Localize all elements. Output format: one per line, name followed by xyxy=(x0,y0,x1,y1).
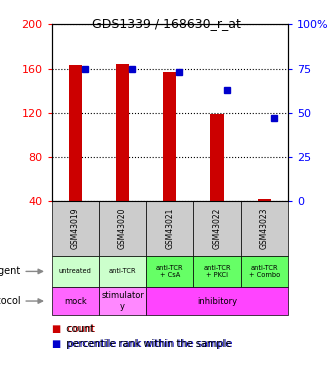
Bar xyxy=(241,201,288,256)
Bar xyxy=(241,256,288,287)
Bar xyxy=(99,201,146,256)
Bar xyxy=(99,256,146,287)
Text: GSM43023: GSM43023 xyxy=(260,208,269,249)
Text: anti-TCR
+ CsA: anti-TCR + CsA xyxy=(156,265,183,278)
Text: anti-TCR
+ Combo: anti-TCR + Combo xyxy=(249,265,280,278)
Text: mock: mock xyxy=(64,297,87,306)
Text: stimulator
y: stimulator y xyxy=(101,291,144,311)
Text: anti-TCR
+ PKCi: anti-TCR + PKCi xyxy=(203,265,231,278)
Text: GSM43021: GSM43021 xyxy=(165,208,174,249)
Text: GSM43020: GSM43020 xyxy=(118,208,127,249)
Bar xyxy=(146,201,193,256)
Bar xyxy=(69,65,82,201)
Bar xyxy=(146,256,193,287)
Text: protocol: protocol xyxy=(0,296,21,306)
Text: ■  percentile rank within the sample: ■ percentile rank within the sample xyxy=(52,339,232,350)
Bar xyxy=(193,201,241,256)
Bar xyxy=(146,287,288,315)
Text: anti-TCR: anti-TCR xyxy=(109,268,136,274)
Text: inhibitory: inhibitory xyxy=(197,297,237,306)
Bar xyxy=(52,201,99,256)
Text: untreated: untreated xyxy=(59,268,92,274)
Text: agent: agent xyxy=(0,266,21,276)
Bar xyxy=(210,114,224,201)
Text: GSM43022: GSM43022 xyxy=(212,208,222,249)
Text: GSM43019: GSM43019 xyxy=(71,208,80,249)
Bar xyxy=(52,287,99,315)
Text: ■  count: ■ count xyxy=(52,324,95,334)
Bar xyxy=(193,256,241,287)
Bar xyxy=(52,256,99,287)
Bar xyxy=(99,287,146,315)
Bar xyxy=(258,199,271,201)
Text: GDS1339 / 168630_r_at: GDS1339 / 168630_r_at xyxy=(92,17,241,30)
Bar xyxy=(116,64,129,201)
Text: percentile rank within the sample: percentile rank within the sample xyxy=(60,339,231,350)
Bar xyxy=(163,72,176,201)
Text: count: count xyxy=(60,324,94,334)
